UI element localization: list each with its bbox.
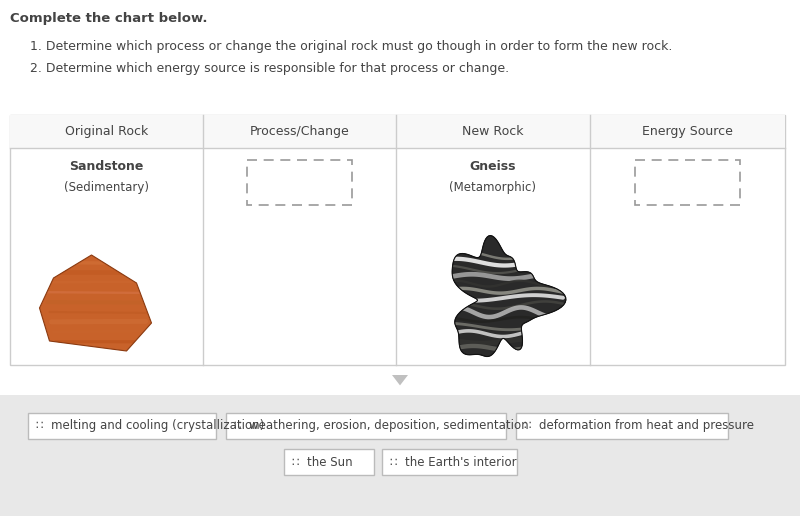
Text: 2. Determine which energy source is responsible for that process or change.: 2. Determine which energy source is resp… — [30, 62, 509, 75]
Text: Process/Change: Process/Change — [250, 125, 350, 138]
FancyBboxPatch shape — [516, 413, 728, 439]
Polygon shape — [392, 375, 408, 385]
Text: Original Rock: Original Rock — [65, 125, 148, 138]
Bar — [247, 160, 352, 205]
Text: (Metamorphic): (Metamorphic) — [450, 182, 537, 195]
FancyBboxPatch shape — [28, 413, 216, 439]
Text: Gneiss: Gneiss — [470, 159, 516, 172]
Text: Sandstone: Sandstone — [70, 159, 144, 172]
Text: Complete the chart below.: Complete the chart below. — [10, 12, 207, 25]
Text: ∷  weathering, erosion, deposition, sedimentation: ∷ weathering, erosion, deposition, sedim… — [234, 420, 529, 432]
Polygon shape — [452, 236, 566, 357]
Text: New Rock: New Rock — [462, 125, 524, 138]
FancyBboxPatch shape — [283, 449, 374, 475]
Text: ∷  melting and cooling (crystallization): ∷ melting and cooling (crystallization) — [36, 420, 264, 432]
FancyBboxPatch shape — [382, 449, 517, 475]
FancyBboxPatch shape — [226, 413, 506, 439]
Text: ∷  the Earth's interior: ∷ the Earth's interior — [390, 456, 516, 469]
Text: (Sedimentary): (Sedimentary) — [64, 182, 149, 195]
Text: Energy Source: Energy Source — [642, 125, 733, 138]
Bar — [10, 115, 785, 148]
Text: ∷  the Sun: ∷ the Sun — [291, 456, 352, 469]
Bar — [10, 115, 785, 365]
Text: 1. Determine which process or change the original rock must go though in order t: 1. Determine which process or change the… — [30, 40, 672, 53]
Bar — [0, 395, 800, 516]
Polygon shape — [39, 255, 151, 351]
Bar — [635, 160, 740, 205]
Text: ∷  deformation from heat and pressure: ∷ deformation from heat and pressure — [524, 420, 754, 432]
